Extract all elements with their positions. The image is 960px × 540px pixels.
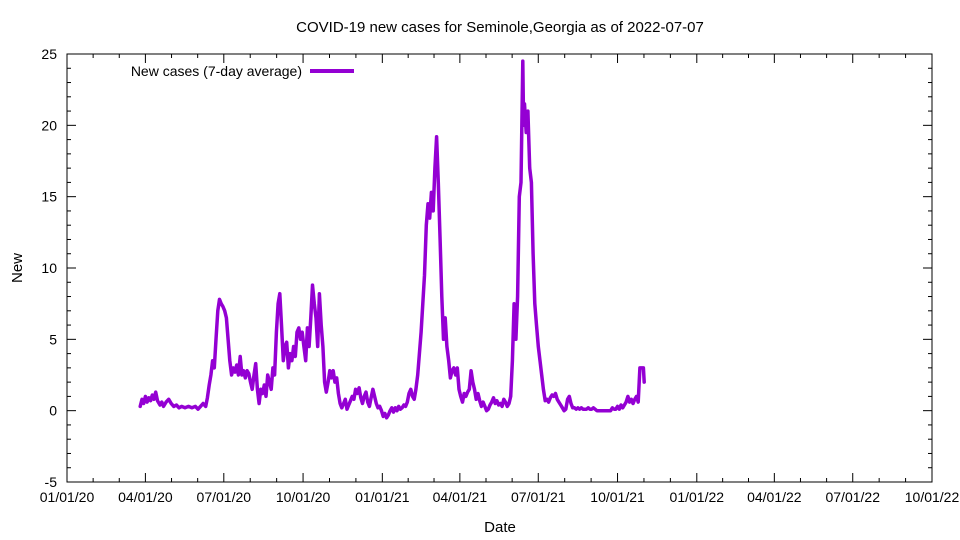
plot-frame (66, 53, 933, 483)
x-tick-label: 07/01/22 (825, 489, 880, 505)
y-tick-label: 20 (41, 117, 57, 133)
series-layer (138, 59, 646, 420)
x-tick-label: 10/01/20 (276, 489, 331, 505)
x-tick-label: 10/01/21 (590, 489, 645, 505)
y-tick-label: 10 (41, 260, 57, 276)
legend: New cases (7-day average) (131, 63, 354, 79)
y-tick-label: 5 (49, 331, 57, 347)
series-line-0 (138, 59, 646, 420)
x-tick-label: 01/01/21 (355, 489, 410, 505)
x-tick-label: 07/01/21 (511, 489, 566, 505)
x-tick-label: 01/01/22 (670, 489, 725, 505)
chart-title: COVID-19 new cases for Seminole,Georgia … (296, 19, 704, 36)
x-axis-label: Date (484, 519, 516, 536)
y-tick-label: 0 (49, 403, 57, 419)
x-tick-label: 04/01/22 (747, 489, 802, 505)
x-tick-label: 10/01/22 (905, 489, 960, 505)
x-tick-label: 01/01/20 (40, 489, 95, 505)
y-tick-label: -5 (45, 474, 58, 490)
y-axis-label: New (9, 253, 26, 283)
x-tick-label: 04/01/20 (118, 489, 173, 505)
axis-ticks: -5 0 5 10 15 20 25 01/01/20 04/01/20 07/01/20 10/0… (40, 46, 960, 505)
x-tick-label: 07/01/20 (197, 489, 252, 505)
x-tick-label: 04/01/21 (433, 489, 488, 505)
y-tick-label: 15 (41, 189, 57, 205)
y-tick-label: 25 (41, 46, 57, 62)
legend-label: New cases (7-day average) (131, 63, 302, 79)
